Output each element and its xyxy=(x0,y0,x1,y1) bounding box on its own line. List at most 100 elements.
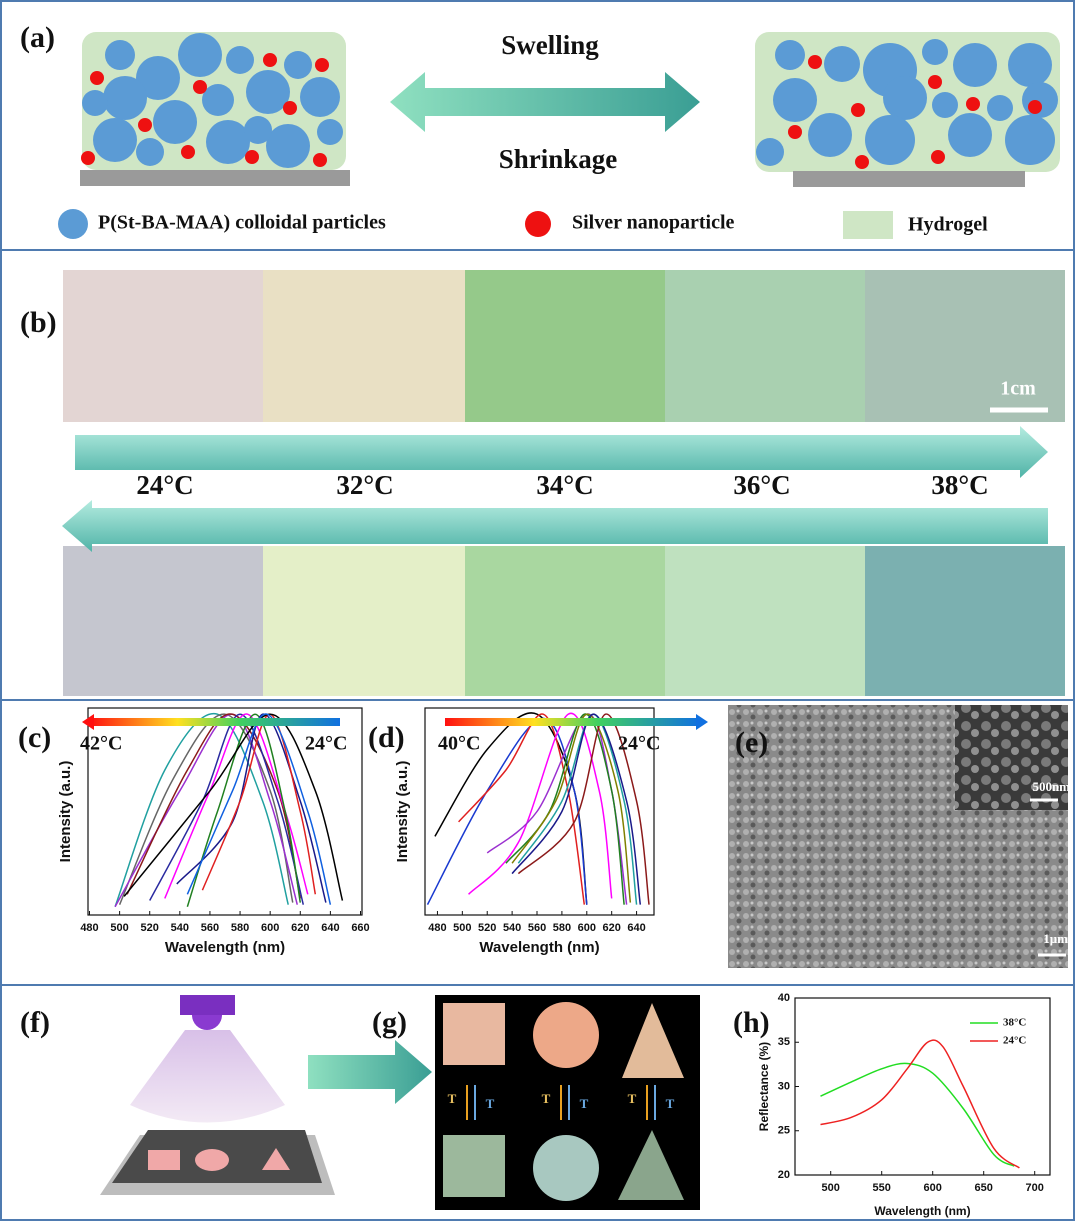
silver-nanoparticle xyxy=(851,103,865,117)
temperature-symbol: T xyxy=(628,1091,637,1106)
spectrum-line xyxy=(186,713,302,907)
x-tick-label: 500 xyxy=(453,922,471,934)
x-tick-label: 580 xyxy=(553,922,571,934)
spectrum-line xyxy=(517,713,650,905)
x-tick-label: 650 xyxy=(975,1182,993,1194)
colloidal-particle xyxy=(136,138,164,166)
sample-photo xyxy=(465,270,665,422)
colloidal-particle xyxy=(756,138,784,166)
colloidal-particle xyxy=(932,92,958,118)
legend-text: Silver nanoparticle xyxy=(572,212,735,234)
colloidal-particle xyxy=(93,118,137,162)
temperature-gradient xyxy=(445,718,700,726)
x-tick-label: 620 xyxy=(603,922,621,934)
spectrum-line xyxy=(186,713,332,905)
temperature-label: 36°C xyxy=(733,470,790,500)
legend-marker xyxy=(58,209,88,239)
colloidal-particle xyxy=(953,43,997,87)
x-tick-label: 620 xyxy=(291,922,309,934)
panel-label: (d) xyxy=(368,721,405,754)
spectrum-line xyxy=(820,1039,1020,1169)
sample-photo xyxy=(865,270,1065,422)
sample-photo xyxy=(263,546,465,696)
legend-text: 38°C xyxy=(1003,1017,1026,1029)
temperature-label: 38°C xyxy=(931,470,988,500)
x-tick-label: 600 xyxy=(261,922,279,934)
temperature-label: 24°C xyxy=(305,733,347,755)
shape xyxy=(148,1150,180,1170)
arrow xyxy=(308,1040,432,1104)
temperature-label: 24°C xyxy=(136,470,193,500)
panel-label: (h) xyxy=(733,1006,770,1039)
colloidal-particle xyxy=(82,90,108,116)
x-tick-label: 540 xyxy=(503,922,521,934)
y-tick-label: 35 xyxy=(778,1036,790,1048)
colloidal-particle xyxy=(244,116,272,144)
panel-label: (e) xyxy=(735,726,768,759)
silver-nanoparticle xyxy=(181,145,195,159)
lamp-bulb xyxy=(192,1015,222,1030)
temperature-label: 40°C xyxy=(438,733,480,755)
y-tick-label: 30 xyxy=(778,1080,790,1092)
colloidal-particle xyxy=(105,40,135,70)
silver-nanoparticle xyxy=(263,53,277,67)
lamp xyxy=(180,995,235,1015)
charts: (c) 480 500 520 540 560 580 600 620 640 660 Wavelen… xyxy=(18,707,1051,1218)
sample-photo xyxy=(63,270,263,422)
colloidal-particle xyxy=(987,95,1013,121)
x-axis-label: Wavelength (nm) xyxy=(165,939,285,956)
spectrum-line xyxy=(126,713,302,899)
silver-nanoparticle xyxy=(928,75,942,89)
spectrum-line xyxy=(468,712,613,899)
shape-warm xyxy=(622,1003,684,1078)
spectrum-line xyxy=(176,713,327,903)
temperature-symbol: T xyxy=(542,1091,551,1106)
gradient-arrowhead xyxy=(82,714,94,730)
x-tick-label: 660 xyxy=(351,922,369,934)
panel-g: (g) T T T T T T xyxy=(372,995,700,1210)
silver-nanoparticle xyxy=(966,97,980,111)
x-tick-label: 500 xyxy=(110,922,128,934)
temperature-label: 34°C xyxy=(536,470,593,500)
sample-photo xyxy=(665,270,865,422)
spectrum-line xyxy=(511,713,632,903)
temperature-symbol: T xyxy=(666,1096,675,1111)
legend-marker xyxy=(525,211,551,237)
panel-label: (a) xyxy=(20,21,55,54)
panel-e: (e) 500nm 1μm xyxy=(728,705,1070,968)
x-tick-label: 520 xyxy=(141,922,159,934)
temperature-label: 24°C xyxy=(618,733,660,755)
colloidal-particle xyxy=(226,46,254,74)
gradient-arrowhead xyxy=(696,714,708,730)
sample-photo xyxy=(465,546,665,696)
silver-nanoparticle xyxy=(788,125,802,139)
colloidal-particle xyxy=(206,120,250,164)
panel-a: (a) Swelling Shrinkage P(St-BA-MAA) coll… xyxy=(20,21,1060,239)
plot-frame xyxy=(424,707,655,916)
colloidal-particle xyxy=(103,76,147,120)
x-tick-label: 540 xyxy=(171,922,189,934)
x-axis-label: Wavelength (nm) xyxy=(874,1204,970,1218)
shape-cool xyxy=(443,1135,505,1197)
light-cone xyxy=(130,1030,285,1123)
scale-label: 1cm xyxy=(1000,378,1036,400)
colloidal-particle xyxy=(1008,43,1052,87)
legend-text: P(St-BA-MAA) colloidal particles xyxy=(98,212,386,234)
spectrum-line xyxy=(123,713,344,901)
legend-marker xyxy=(843,211,893,239)
silver-nanoparticle xyxy=(313,153,327,167)
temperature-symbol: T xyxy=(448,1091,457,1106)
sample-photo xyxy=(665,546,865,696)
shape-cool xyxy=(618,1130,684,1200)
silver-nanoparticle xyxy=(315,58,329,72)
silver-nanoparticle xyxy=(81,151,95,165)
arrow-left xyxy=(62,500,1048,552)
swelling-label: Swelling xyxy=(501,30,599,60)
temperature-symbol: T xyxy=(486,1096,495,1111)
x-tick-label: 520 xyxy=(478,922,496,934)
spectrum-line xyxy=(114,712,289,907)
temperature-symbol: T xyxy=(580,1096,589,1111)
panel-label: (g) xyxy=(372,1006,407,1039)
y-tick-label: 25 xyxy=(778,1125,790,1137)
